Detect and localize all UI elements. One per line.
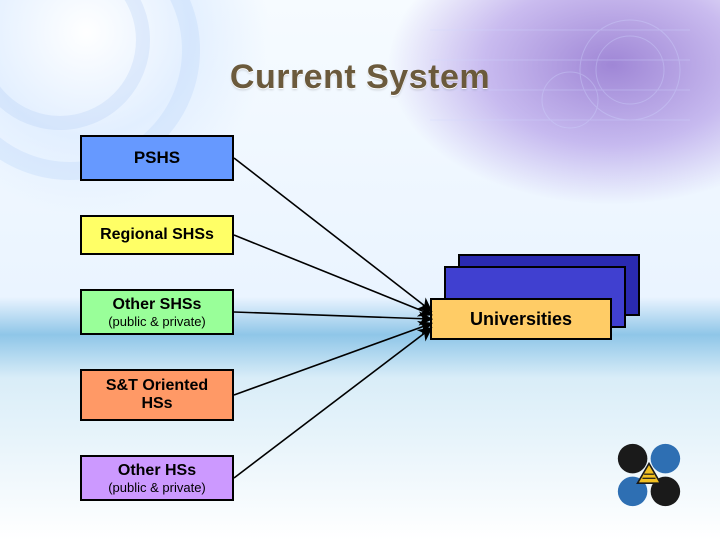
box-other-hss: Other HSs (public & private)	[80, 455, 234, 501]
box-st-oriented: S&T Oriented HSs	[80, 369, 234, 421]
arrow-regional	[234, 235, 430, 314]
label-other-shss: Other SHSs	[113, 296, 202, 314]
label-other-hss: Other HSs	[118, 462, 196, 480]
label-st-oriented: S&T Oriented HSs	[92, 377, 222, 413]
box-other-shss: Other SHSs (public & private)	[80, 289, 234, 335]
slide-title: Current System	[0, 58, 720, 97]
arrow-other-shss	[234, 312, 430, 319]
arrow-st-oriented	[234, 324, 430, 395]
box-regional: Regional SHSs	[80, 215, 234, 255]
label-regional: Regional SHSs	[100, 226, 214, 244]
universities-label: Universities	[470, 309, 572, 330]
sublabel-other-hss: (public & private)	[108, 480, 206, 495]
corner-logo-icon	[608, 434, 690, 516]
universities-box: Universities	[430, 298, 612, 340]
sublabel-other-shss: (public & private)	[108, 314, 206, 329]
slide: Current System Universities PSHS Regiona…	[0, 0, 720, 540]
box-pshs: PSHS	[80, 135, 234, 181]
arrow-pshs	[234, 158, 430, 310]
label-pshs: PSHS	[134, 148, 180, 168]
arrow-other-hss	[234, 329, 430, 478]
